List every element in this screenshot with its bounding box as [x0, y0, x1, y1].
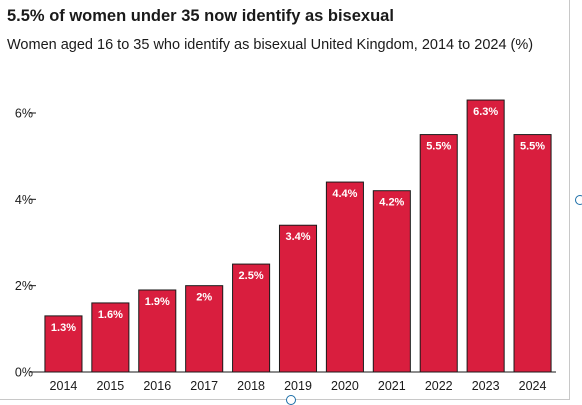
y-tick-label: 4% — [15, 193, 33, 207]
x-tick-label: 2024 — [519, 379, 547, 393]
bar-value-label: 2.5% — [239, 270, 264, 282]
bar — [325, 181, 364, 373]
x-tick-label: 2017 — [190, 379, 218, 393]
chart-frame: 5.5% of women under 35 now identify as b… — [0, 0, 570, 400]
x-tick-label: 2016 — [143, 379, 171, 393]
bar-value-label: 4.2% — [379, 197, 404, 209]
x-tick-label: 2018 — [237, 379, 265, 393]
bar-chart: 0% 2% 4% 6% 1.3% 1.6% 1.9% 2% 2.5% 3.4% 4.4% 4.2% 5… — [15, 99, 556, 393]
y-tick-label: 2% — [15, 279, 33, 293]
x-tick-label: 2015 — [96, 379, 124, 393]
y-axis: 0% 2% 4% 6% — [15, 107, 36, 380]
chart-subtitle: Women aged 16 to 35 who identify as bise… — [7, 37, 534, 53]
y-tick-label: 0% — [15, 366, 33, 380]
x-tick-label: 2019 — [284, 379, 312, 393]
bar — [372, 190, 411, 373]
bar — [138, 289, 177, 373]
bar — [232, 263, 271, 373]
bar — [185, 285, 224, 373]
bar-value-label: 2% — [196, 292, 212, 304]
x-tick-label: 2023 — [472, 379, 500, 393]
resize-handle-right[interactable] — [575, 195, 582, 205]
x-tick-label: 2022 — [425, 379, 453, 393]
bar-value-label: 1.9% — [145, 296, 170, 308]
bar-value-label: 6.3% — [473, 106, 498, 118]
bar-value-label: 4.4% — [332, 188, 357, 200]
bar-value-label: 3.4% — [285, 231, 310, 243]
bar-value-label: 5.5% — [520, 141, 545, 153]
bar — [419, 134, 458, 373]
bar-series: 1.3% 1.6% 1.9% 2% 2.5% 3.4% 4.4% 4.2% 5.5% 6.3% 5.… — [44, 99, 552, 373]
resize-handle-bottom[interactable] — [286, 395, 296, 405]
x-tick-label: 2021 — [378, 379, 406, 393]
bar — [91, 302, 130, 373]
bar — [513, 134, 552, 373]
bar — [466, 99, 505, 373]
chart-title: 5.5% of women under 35 now identify as b… — [7, 7, 394, 25]
x-axis: 2014 2015 2016 2017 2018 2019 2020 2021 2022 2023… — [36, 371, 556, 393]
bar-value-label: 1.6% — [98, 309, 123, 321]
x-tick-label: 2020 — [331, 379, 359, 393]
x-tick-label: 2014 — [50, 379, 78, 393]
y-tick-label: 6% — [15, 107, 33, 121]
bar — [278, 224, 318, 373]
bar-value-label: 1.3% — [51, 322, 76, 334]
bar-value-label: 5.5% — [426, 141, 451, 153]
